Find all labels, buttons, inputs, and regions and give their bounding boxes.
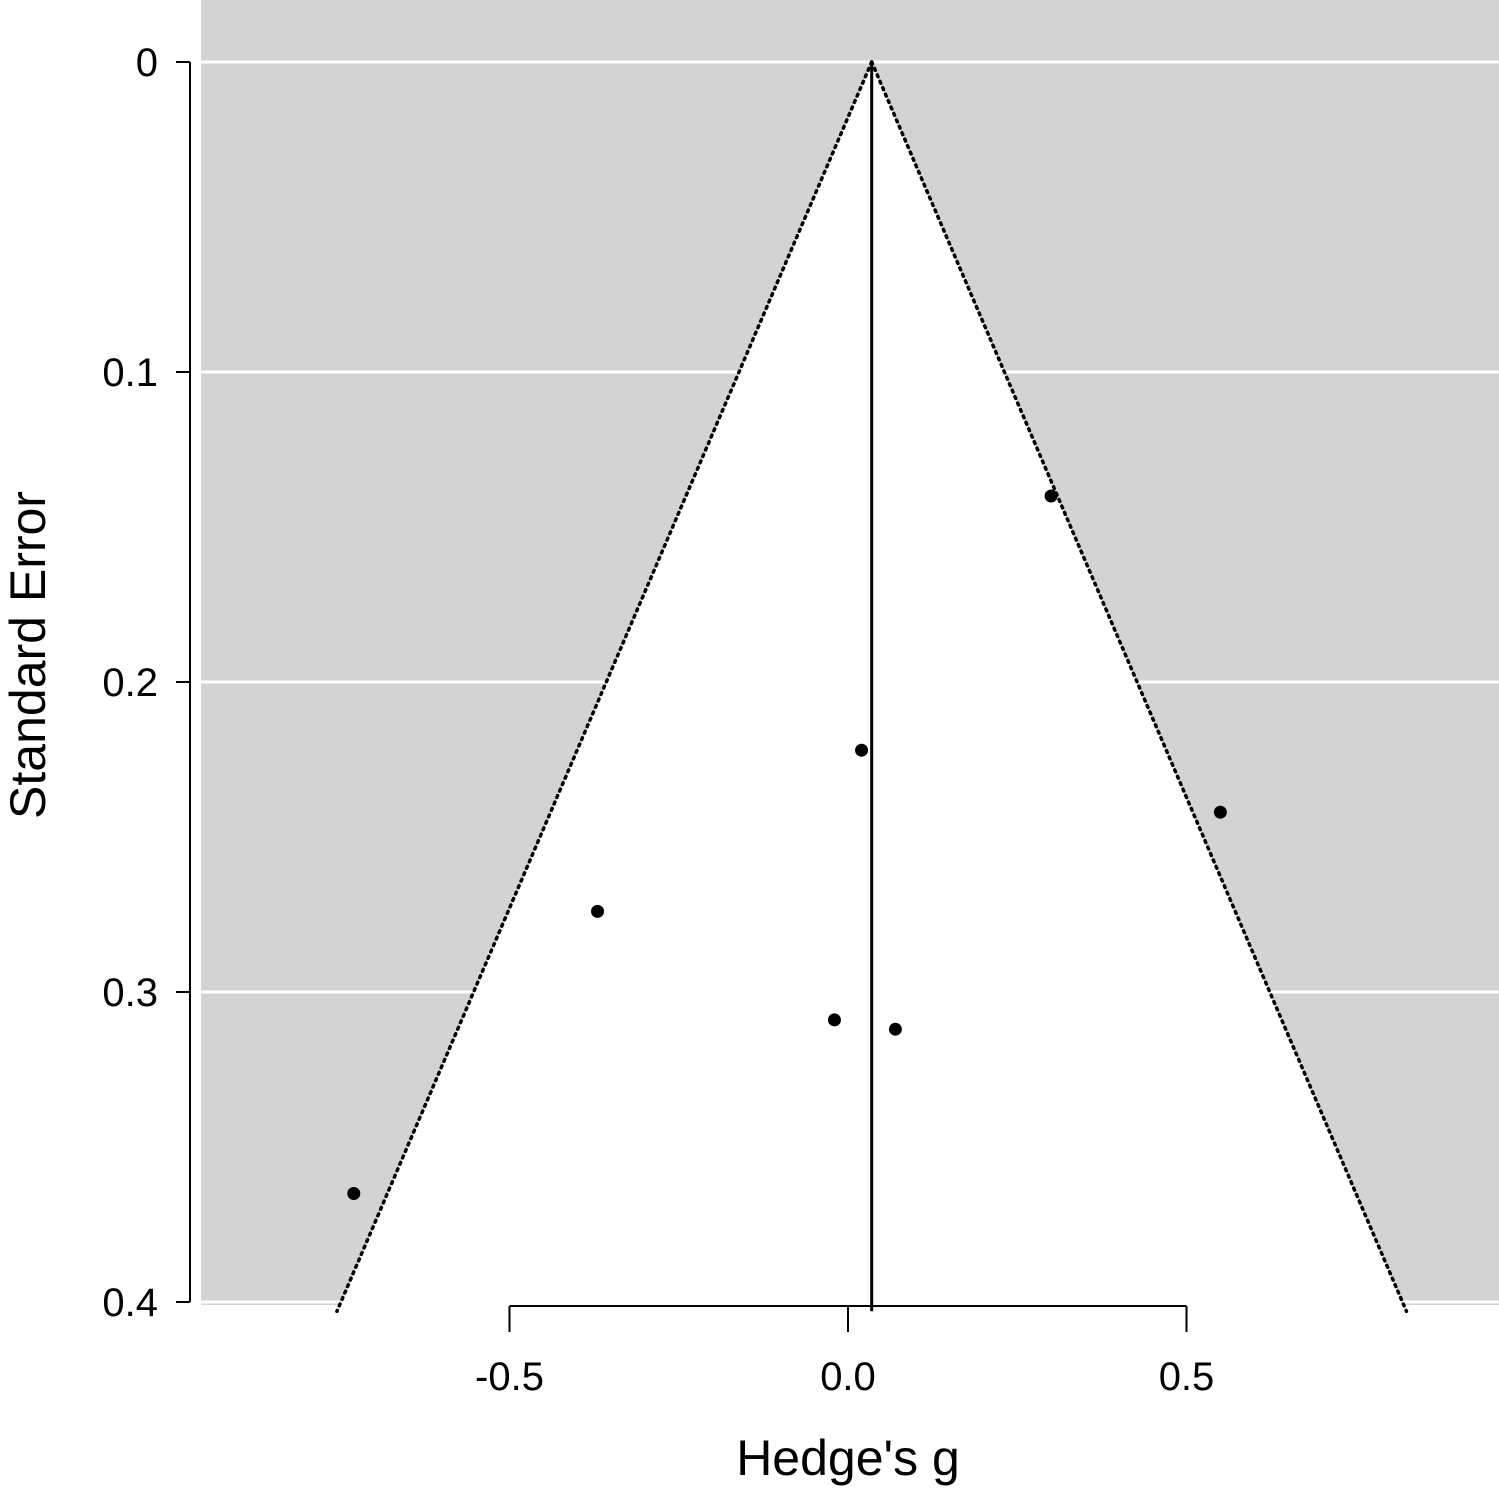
y-tick-label-0: 0	[136, 41, 158, 85]
data-point-6	[347, 1187, 361, 1200]
y-tick-label-1: 0.1	[102, 351, 158, 395]
y-tick-label-4: 0.4	[102, 1281, 158, 1325]
y-axis: 0 0.1 0.2 0.3 0.4	[102, 41, 191, 1325]
data-point-0	[1044, 489, 1058, 503]
data-point-1	[855, 743, 869, 757]
data-point-3	[591, 904, 605, 918]
x-axis-title: Hedge's g	[736, 1430, 960, 1486]
x-tick-label-1: 0.0	[820, 1355, 876, 1399]
y-tick-label-3: 0.3	[102, 971, 158, 1015]
x-axis: -0.5 0.0 0.5	[475, 1305, 1215, 1399]
y-axis-title: Standard Error	[0, 491, 56, 819]
plot-area	[201, 0, 1499, 1314]
data-point-4	[827, 1013, 841, 1027]
y-tick-label-2: 0.2	[102, 661, 158, 705]
funnel-right-edge	[869, 60, 1409, 1314]
data-point-5	[888, 1022, 902, 1036]
funnel-left-edge	[335, 60, 874, 1314]
data-point-2	[1213, 805, 1227, 819]
x-tick-label-2: 0.5	[1159, 1355, 1215, 1399]
x-tick-label-0: -0.5	[475, 1355, 544, 1399]
